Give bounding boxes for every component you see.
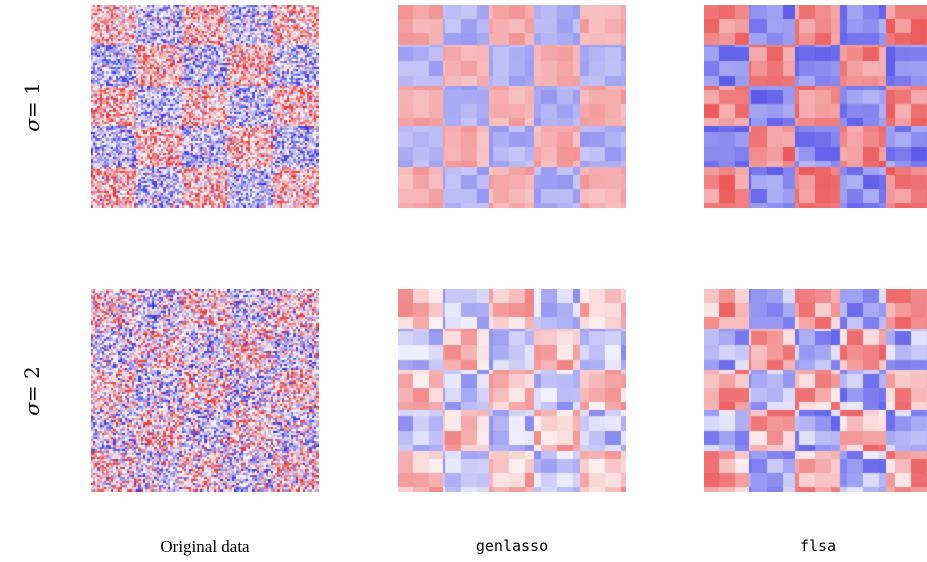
- row-label-sigma-2: σ = 2: [12, 289, 52, 492]
- sigma-symbol: σ: [20, 401, 44, 416]
- flsa-sigma-1-heatmap: [704, 5, 927, 208]
- original-data-sigma-2-heatmap: [91, 289, 319, 492]
- sigma-symbol: σ: [20, 117, 44, 132]
- column-label-genlasso: genlasso: [475, 537, 549, 555]
- genlasso-sigma-1-heatmap: [398, 5, 626, 208]
- sigma-value: = 1: [20, 81, 44, 118]
- sigma-value: = 2: [20, 365, 44, 402]
- row-label-sigma-1: σ = 1: [12, 5, 52, 208]
- flsa-sigma-2-heatmap: [704, 289, 927, 492]
- column-label-original-data: Original data: [160, 537, 250, 556]
- original-data-sigma-1-heatmap: [91, 5, 319, 208]
- column-label-flsa: flsa: [799, 537, 837, 555]
- genlasso-sigma-2-heatmap: [398, 289, 626, 492]
